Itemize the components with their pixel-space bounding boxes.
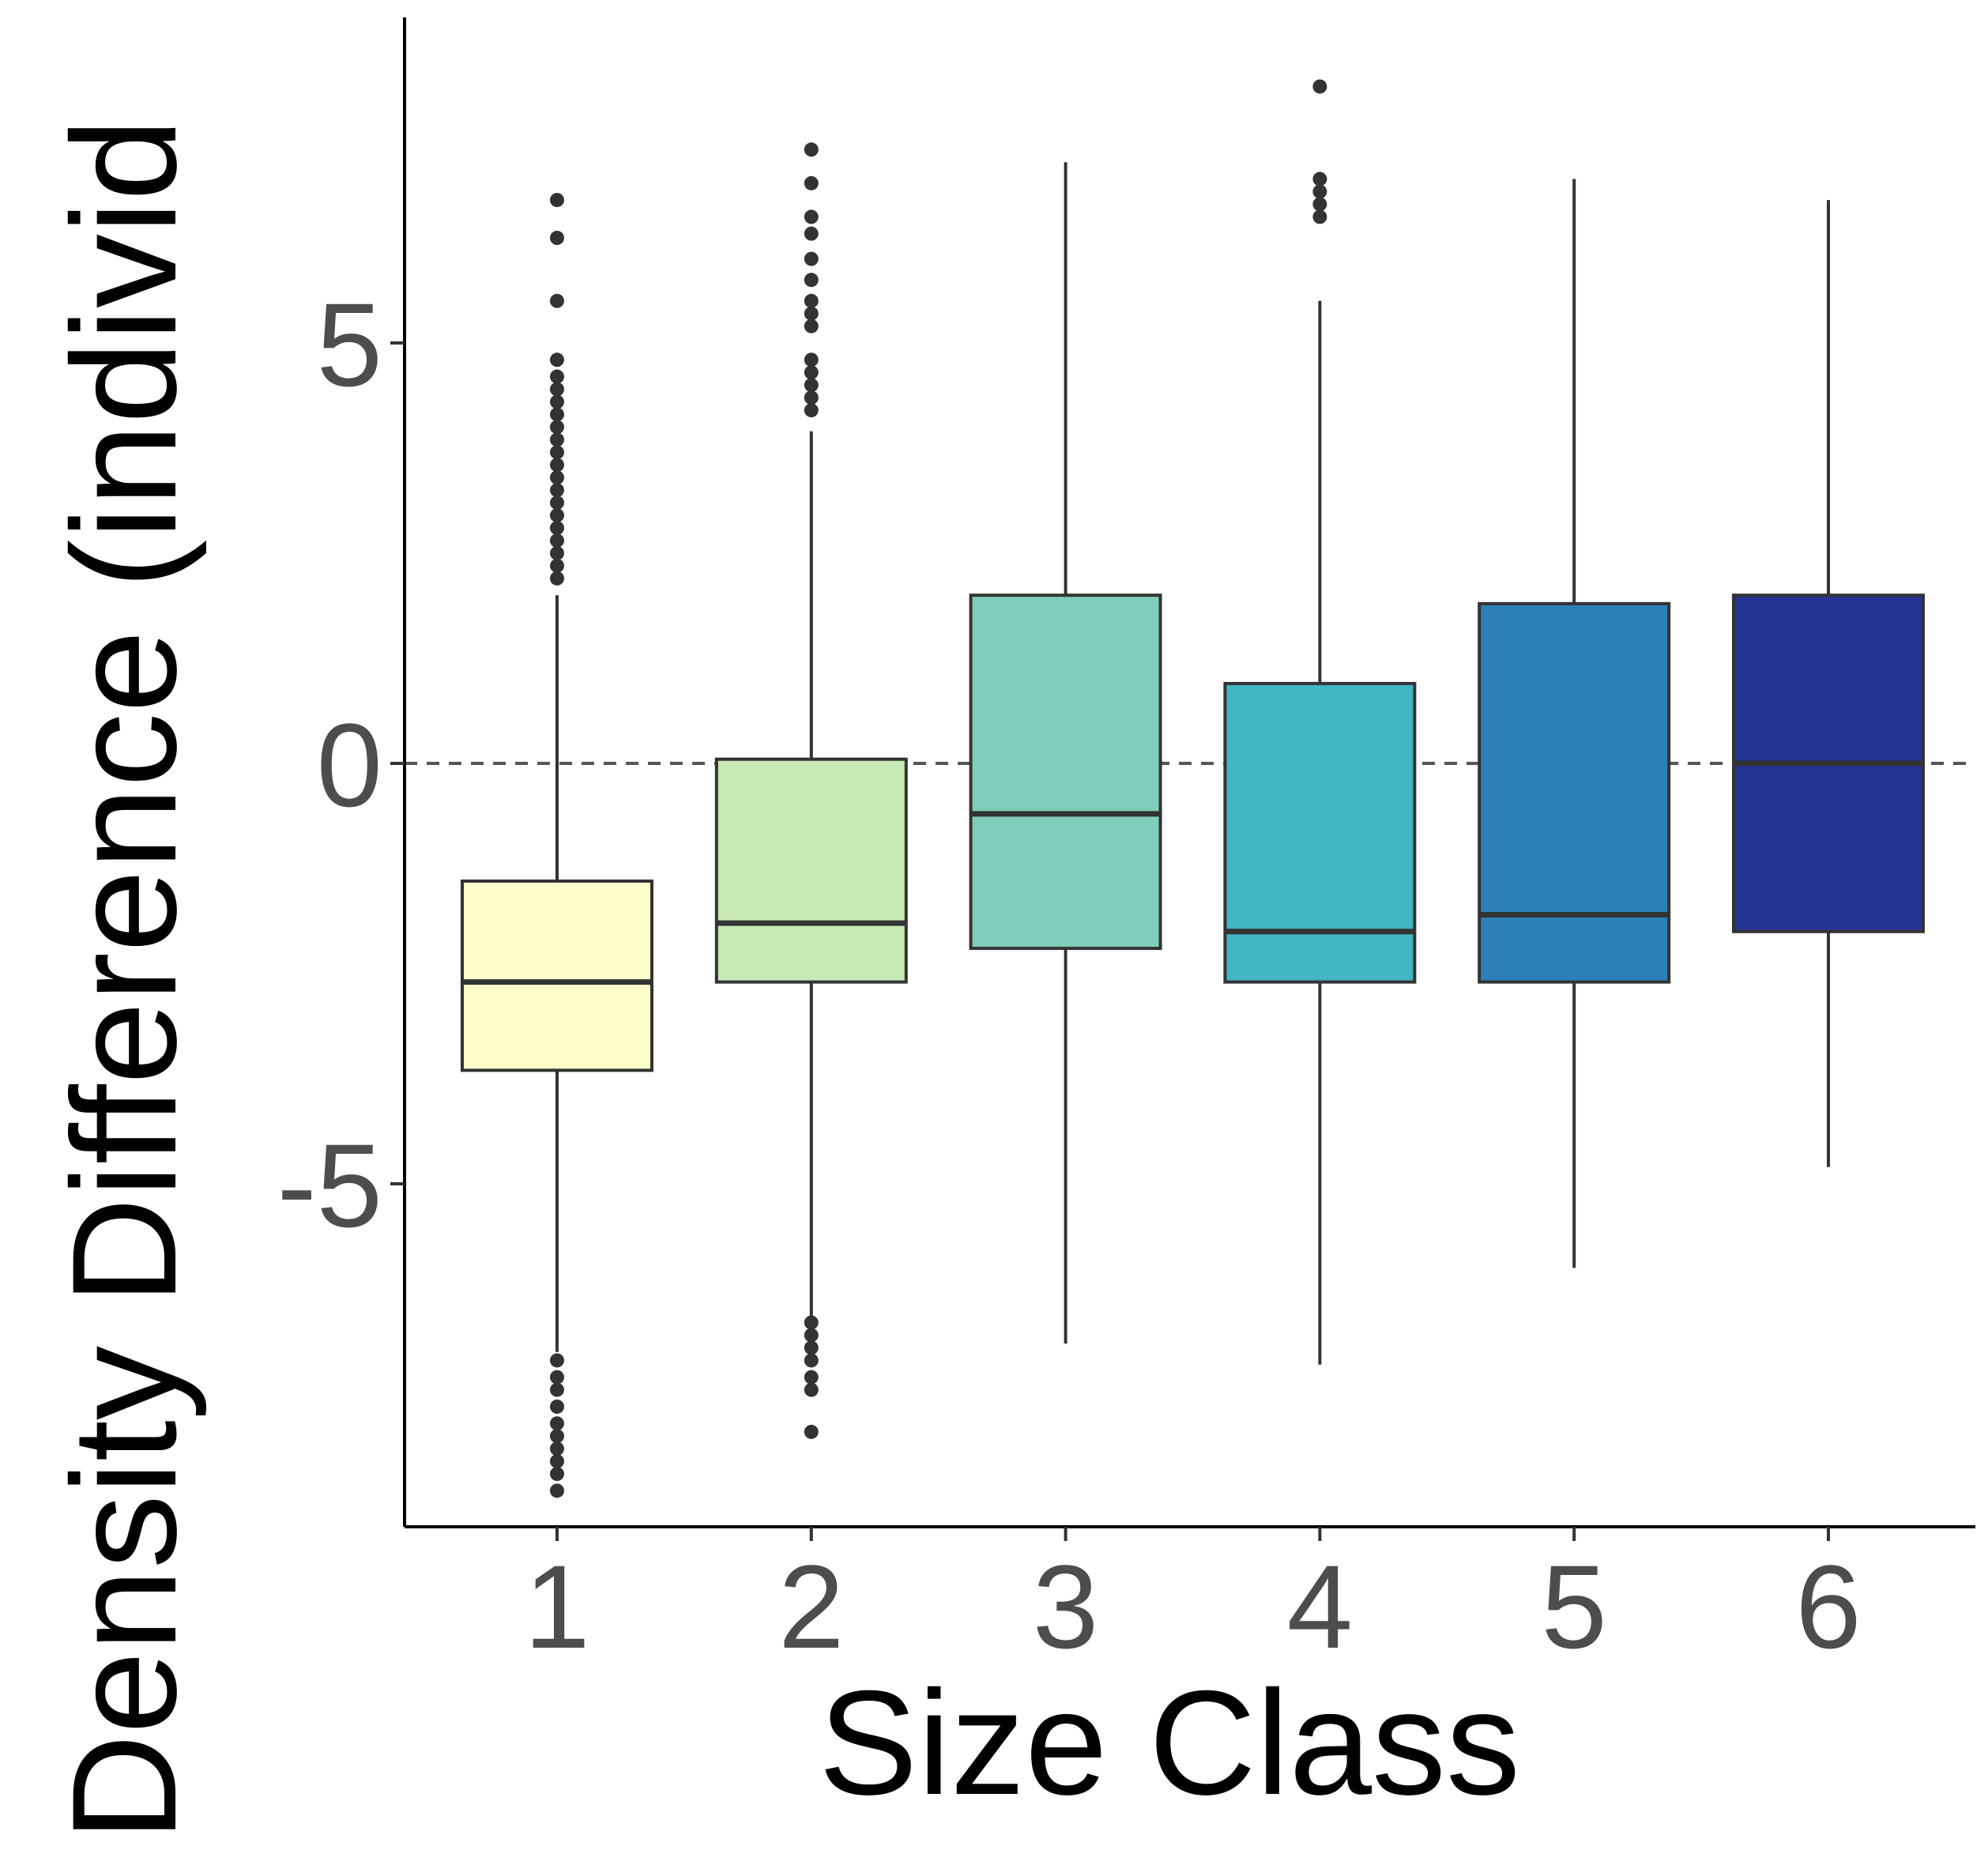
x-tick-label: 3 xyxy=(1033,1540,1098,1673)
outlier-point xyxy=(804,142,819,157)
outlier-point xyxy=(1312,79,1327,94)
box-group-6 xyxy=(1732,200,1925,1167)
y-tick-label: 0 xyxy=(317,699,382,831)
outlier-point xyxy=(1312,171,1327,187)
outlier-point xyxy=(804,318,819,333)
box xyxy=(1223,681,1417,984)
outlier-point xyxy=(550,458,564,473)
outlier-point xyxy=(550,382,564,397)
outlier-point xyxy=(550,1441,564,1456)
outlier-point xyxy=(550,546,564,560)
outlier-point xyxy=(550,470,564,485)
outlier-point xyxy=(550,352,564,367)
outlier-point xyxy=(804,1424,819,1439)
x-axis-title: Size Class xyxy=(819,1660,1520,1826)
outlier-point xyxy=(804,390,819,405)
outlier-point xyxy=(550,420,564,435)
outlier-point xyxy=(550,1382,564,1397)
box-group-4 xyxy=(1223,79,1417,1365)
outlier-point xyxy=(550,558,564,573)
plot-marks xyxy=(405,79,1975,1498)
outlier-point xyxy=(550,193,564,208)
outlier-point xyxy=(804,378,819,393)
outlier-point xyxy=(804,251,819,266)
outlier-point xyxy=(550,533,564,548)
box xyxy=(461,879,653,1072)
box xyxy=(1478,601,1671,984)
x-tick-label: 2 xyxy=(778,1540,844,1673)
outlier-point xyxy=(550,1416,564,1431)
outlier-point xyxy=(804,403,819,418)
outlier-point xyxy=(550,293,564,308)
outlier-point xyxy=(550,1483,564,1498)
y-tick-label: -5 xyxy=(277,1119,382,1252)
x-tick-label: 6 xyxy=(1795,1540,1861,1673)
x-tick-label: 5 xyxy=(1541,1540,1606,1673)
outlier-point xyxy=(550,432,564,447)
outlier-point xyxy=(804,209,819,224)
outlier-point xyxy=(804,1353,819,1368)
outlier-point xyxy=(550,1454,564,1469)
box-group-3 xyxy=(969,162,1162,1344)
outlier-point xyxy=(804,175,819,190)
outlier-point xyxy=(550,231,564,245)
box xyxy=(714,757,908,984)
outlier-point xyxy=(550,1353,564,1368)
outlier-point xyxy=(1312,184,1327,199)
outlier-point xyxy=(550,521,564,536)
outlier-point xyxy=(1312,209,1327,224)
outlier-point xyxy=(550,394,564,409)
outlier-point xyxy=(550,445,564,460)
outlier-point xyxy=(804,352,819,367)
outlier-point xyxy=(804,293,819,308)
outlier-point xyxy=(804,1328,819,1343)
x-tick-label: 4 xyxy=(1287,1540,1353,1673)
outlier-point xyxy=(550,571,564,586)
outlier-point xyxy=(550,407,564,422)
outlier-point xyxy=(550,1429,564,1444)
outlier-point xyxy=(550,1467,564,1482)
outlier-point xyxy=(804,1382,819,1397)
outlier-point xyxy=(804,306,819,321)
outlier-point xyxy=(804,226,819,241)
outlier-point xyxy=(550,495,564,511)
y-tick-label: 5 xyxy=(317,278,382,411)
box xyxy=(969,593,1162,951)
outlier-point xyxy=(550,508,564,523)
outlier-point xyxy=(550,1370,564,1385)
axes: -5 0 5 1 2 3 4 5 6 xyxy=(277,17,1975,1673)
outlier-point xyxy=(1312,197,1327,212)
outlier-point xyxy=(550,1399,564,1414)
x-tick-label: 1 xyxy=(524,1540,589,1673)
outlier-point xyxy=(804,273,819,288)
outlier-point xyxy=(550,369,564,384)
outlier-point xyxy=(804,1315,819,1330)
outlier-point xyxy=(804,1340,819,1355)
y-axis-title: Density Difference (individ xyxy=(41,119,207,1841)
box-group-1 xyxy=(461,193,653,1498)
outlier-point xyxy=(550,483,564,498)
outlier-point xyxy=(804,1370,819,1385)
box-group-2 xyxy=(714,142,908,1439)
outlier-point xyxy=(804,365,819,380)
box-group-5 xyxy=(1478,179,1671,1268)
